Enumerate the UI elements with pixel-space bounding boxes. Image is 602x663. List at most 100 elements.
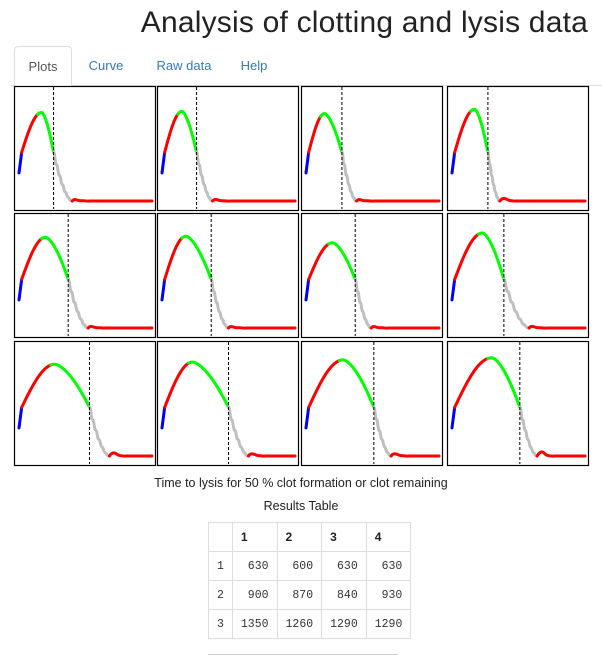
table-row: 3 1350 1260 1290 1290 — [208, 609, 412, 639]
panel-frame — [156, 212, 300, 339]
tab-bar: Plots Curve Raw data Help — [10, 46, 602, 87]
clot-formation-line — [307, 114, 323, 154]
clot-lysis-panel — [300, 85, 444, 212]
baseline-line — [527, 324, 587, 330]
lag-phase-line — [160, 405, 167, 430]
lysis-phase-line — [52, 150, 74, 203]
peak-phase-line — [337, 358, 376, 409]
lag-phase-line — [17, 277, 24, 302]
clot-formation-line — [453, 356, 490, 409]
panel-frame — [156, 340, 300, 467]
peak-phase-line — [49, 362, 91, 409]
baseline-line — [86, 324, 154, 330]
baseline-line — [211, 197, 297, 203]
tab-plots[interactable]: Plots — [14, 46, 72, 87]
results-col-header: 4 — [365, 522, 412, 552]
lag-phase-line — [450, 277, 457, 302]
lag-phase-line — [304, 150, 311, 175]
panel-frame — [446, 212, 590, 339]
table-row: 1 630 600 630 630 — [208, 551, 412, 581]
clot-lysis-panel — [156, 85, 300, 212]
clot-formation-line — [307, 242, 331, 281]
peak-phase-line — [319, 112, 344, 154]
results-cell: 1290 — [321, 609, 367, 639]
table-row: 2 900 870 840 930 — [208, 580, 412, 610]
panel-frame — [13, 340, 157, 467]
clot-lysis-panel — [13, 340, 157, 467]
lag-phase-line — [450, 405, 457, 430]
lag-phase-line — [304, 405, 311, 430]
baseline-line — [227, 325, 297, 330]
baseline-line — [246, 452, 297, 458]
lysis-phase-line — [209, 277, 230, 330]
lag-phase-line — [17, 150, 24, 175]
baseline-line — [369, 325, 441, 330]
clot-lysis-panel — [446, 212, 590, 339]
tab-raw-data[interactable]: Raw data — [156, 58, 212, 73]
tab-curve[interactable]: Curve — [88, 58, 124, 73]
lag-phase-line — [304, 277, 311, 302]
clot-lysis-panel — [13, 85, 157, 212]
results-corner-cell — [208, 522, 233, 552]
clot-formation-line — [453, 109, 473, 154]
peak-phase-line — [180, 234, 213, 281]
plots-caption: Time to lysis for 50 % clot formation or… — [154, 476, 448, 490]
clot-formation-line — [20, 237, 44, 281]
baseline-line — [70, 198, 154, 203]
results-cell: 1290 — [365, 609, 412, 639]
lysis-phase-line — [518, 405, 539, 458]
lysis-phase-line — [340, 150, 359, 203]
results-cell: 930 — [365, 580, 412, 610]
lysis-phase-line — [353, 277, 373, 330]
results-cell: 1350 — [231, 609, 278, 639]
lysis-phase-line — [87, 405, 111, 458]
panel-frame — [156, 85, 300, 212]
clot-formation-line — [163, 112, 180, 154]
results-table-title: Results Table — [263, 499, 339, 513]
peak-phase-line — [469, 107, 490, 154]
results-cell: 900 — [231, 580, 278, 610]
panel-frame — [300, 212, 444, 339]
peak-phase-line — [327, 241, 357, 281]
clot-lysis-panel — [300, 212, 444, 339]
clot-lysis-panel — [13, 212, 157, 339]
clot-formation-line — [453, 232, 481, 281]
clot-lysis-panel — [446, 85, 590, 212]
clot-formation-line — [307, 359, 341, 409]
plot-grid — [13, 85, 590, 467]
app-title: Analysis of clotting and lysis data — [140, 6, 588, 39]
results-cell: 840 — [321, 580, 367, 610]
plots-svg — [13, 85, 590, 467]
results-cell: 870 — [276, 580, 323, 610]
lag-phase-line — [450, 150, 457, 175]
peak-phase-line — [176, 109, 199, 154]
lysis-phase-line — [227, 405, 250, 458]
lag-phase-line — [160, 150, 167, 175]
lag-phase-line — [17, 405, 24, 430]
results-col-header: 2 — [276, 522, 323, 552]
results-header-row: 1 2 3 4 — [208, 522, 412, 552]
lysis-phase-line — [502, 277, 531, 330]
panel-frame — [446, 85, 590, 212]
baseline-line — [107, 451, 154, 458]
results-table: 1 2 3 4 1 630 600 630 630 2 900 870 840 … — [208, 522, 412, 639]
results-row-name: 3 — [208, 609, 233, 639]
clot-formation-line — [163, 361, 191, 409]
results-cell: 630 — [231, 551, 278, 581]
clot-formation-line — [163, 236, 184, 281]
tab-help[interactable]: Help — [240, 58, 268, 73]
peak-phase-line — [486, 356, 522, 409]
results-row-name: 1 — [208, 551, 233, 581]
panel-frame — [300, 85, 444, 212]
peak-phase-line — [36, 110, 56, 154]
baseline-line — [535, 450, 587, 458]
peak-phase-line — [187, 360, 230, 409]
clot-lysis-panel — [300, 340, 444, 467]
lysis-phase-line — [195, 150, 215, 203]
results-row-name: 2 — [208, 580, 233, 610]
clot-lysis-panel — [446, 340, 590, 467]
peak-phase-line — [477, 231, 506, 281]
baseline-line — [498, 196, 587, 203]
results-cell: 630 — [321, 551, 367, 581]
lag-phase-line — [160, 277, 167, 302]
